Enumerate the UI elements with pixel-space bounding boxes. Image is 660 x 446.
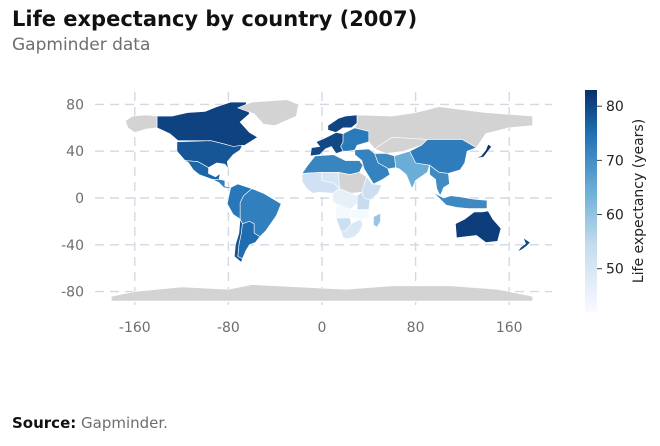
region-antarctica [111,284,533,302]
region-new-zealand [517,237,531,253]
region-north-africa [301,154,364,175]
region-middle-east [354,148,391,185]
y-tick-label: -40 [61,238,84,254]
source-note: Source: Gapminder. [12,414,168,432]
colorbar-tick-label: 70 [606,153,624,169]
region-canada [156,101,259,147]
colorbar-tick-label: 50 [606,262,624,278]
region-south-africa [340,218,364,240]
y-tick-label: -80 [61,285,84,301]
y-tick-label: 0 [75,191,84,207]
map-subtitle: Gapminder data [12,35,151,55]
x-tick-label: -80 [217,320,240,336]
y-tick-label: 40 [66,144,84,160]
region-eastern-europe [340,127,370,152]
region-mexico [184,160,221,180]
source-text: Gapminder. [76,414,168,432]
axis-ticks: -160 -80 0 80 160 80 40 0 -40 -80 [61,97,522,336]
land-regions [111,99,533,302]
region-east-africa [356,191,371,210]
colorbar-tick-label: 60 [606,208,624,224]
colorbar-title: Life expectancy (years) [631,119,647,283]
colorbar: Life expectancy (years) 80 70 60 50 [585,90,647,312]
x-tick-label: 80 [407,320,425,336]
region-greenland [236,99,299,126]
region-indonesia [432,191,488,209]
region-sudan-chad [338,171,367,194]
region-kazakhstan [373,136,428,154]
region-japan [473,143,493,162]
colorbar-tick-label: 80 [606,99,624,115]
source-label: Source: [12,414,77,432]
region-madagascar [373,212,381,228]
region-sahel [321,172,340,190]
region-zambia [349,209,370,220]
map-title: Life expectancy by country (2007) [12,7,418,31]
x-tick-label: 160 [496,320,523,336]
region-southeast-asia [429,164,450,197]
colorbar-gradient [585,90,597,312]
region-australia [455,210,502,243]
y-tick-label: 80 [66,97,84,113]
region-chile [233,218,243,263]
x-tick-label: 0 [318,320,327,336]
region-alaska [125,114,158,133]
x-tick-label: -160 [119,320,151,336]
region-western-europe [309,132,344,157]
